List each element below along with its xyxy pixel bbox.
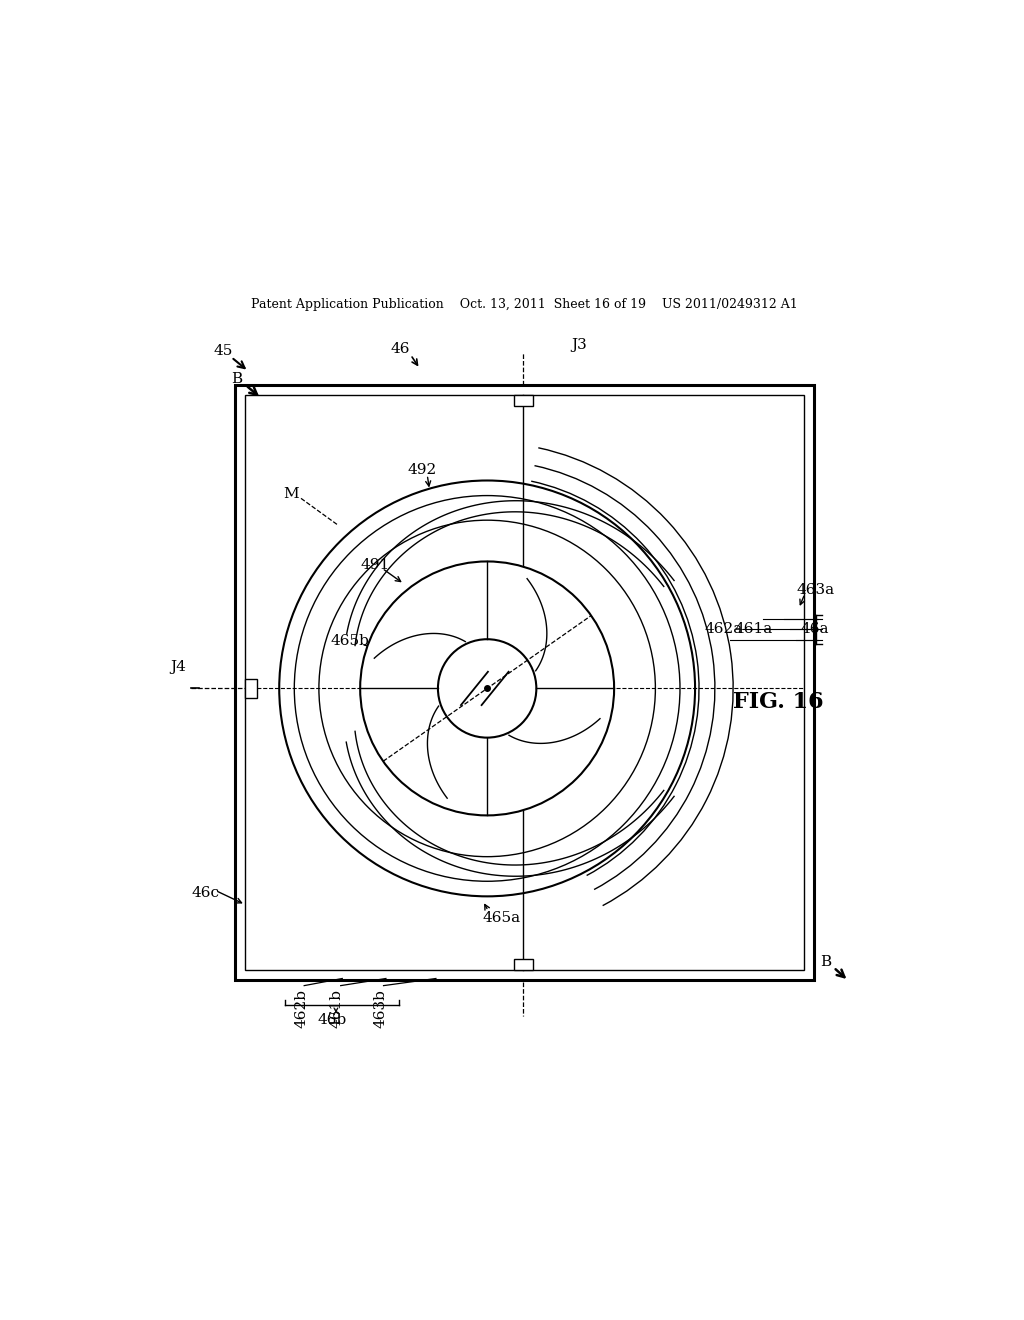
Text: 464b: 464b: [447, 574, 486, 587]
Bar: [514, 395, 532, 407]
Text: G: G: [427, 689, 439, 704]
Bar: [246, 678, 257, 698]
Text: 463a: 463a: [797, 583, 835, 598]
Circle shape: [438, 639, 537, 738]
Text: 463b: 463b: [374, 989, 387, 1028]
Circle shape: [360, 561, 614, 816]
Text: 461a: 461a: [734, 622, 772, 635]
Text: J3: J3: [570, 338, 587, 352]
Text: M: M: [283, 487, 299, 500]
Text: 465a: 465a: [482, 911, 521, 925]
Bar: [236, 385, 814, 979]
Bar: [514, 958, 532, 970]
Text: 45: 45: [214, 343, 233, 358]
Text: 492: 492: [408, 463, 436, 477]
Text: B: B: [820, 954, 831, 969]
Bar: [246, 395, 804, 970]
Text: J4: J4: [170, 660, 186, 673]
Text: 46c: 46c: [191, 886, 219, 900]
Text: 46b: 46b: [317, 1014, 346, 1027]
Text: 491: 491: [360, 558, 390, 572]
Text: 462a: 462a: [705, 622, 743, 635]
Text: 465b: 465b: [331, 634, 370, 648]
Text: Patent Application Publication    Oct. 13, 2011  Sheet 16 of 19    US 2011/02493: Patent Application Publication Oct. 13, …: [252, 298, 798, 312]
Text: 462b: 462b: [294, 989, 308, 1028]
Text: FIG. 16: FIG. 16: [733, 692, 824, 713]
Text: 46a: 46a: [800, 622, 828, 635]
Text: 461b: 461b: [330, 989, 344, 1028]
Text: B: B: [231, 372, 243, 387]
Text: 46: 46: [390, 342, 410, 356]
